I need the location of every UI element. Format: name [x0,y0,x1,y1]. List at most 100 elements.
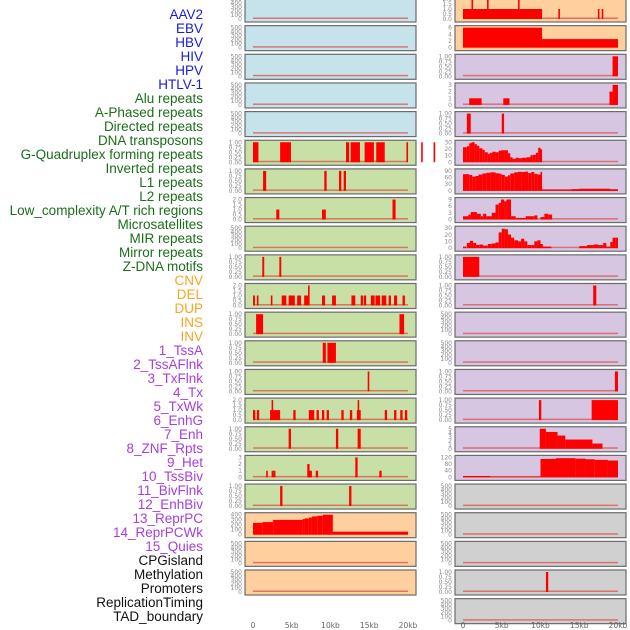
y-tick-label: 400 [231,573,243,580]
y-tick-label: 400 [231,29,243,36]
y-tick-label: 0.50 [229,350,243,357]
data-bar [515,217,526,220]
data-bar [504,150,508,163]
data-bar [498,150,501,163]
data-bar [558,9,560,19]
data-bar [521,157,527,163]
data-bar [486,172,491,191]
data-bar [482,173,487,191]
data-bar [615,237,618,249]
data-bar [540,149,543,163]
data-bar [463,9,543,19]
data-bar [537,240,541,249]
y-tick-label: 0 [448,618,452,625]
y-tick-label: 300 [441,319,453,326]
y-tick-label: 20 [444,232,452,239]
data-bar [500,199,505,220]
data-bar [512,158,516,163]
track-label: Microsatellites [117,217,203,232]
data-bar [544,213,549,220]
data-bar [537,174,541,191]
data-bar [476,245,480,249]
y-tick-label: 2 [448,89,452,96]
y-tick-label: 400 [441,544,453,551]
data-bar [514,240,519,249]
y-tick-label: 0.50 [229,321,243,328]
data-bar [343,170,346,191]
data-bar [538,147,541,163]
data-bar [469,98,482,105]
y-tick-label: 200 [231,8,243,15]
y-tick-label: 0.0 [232,217,242,224]
data-bar [384,410,388,421]
data-bar [479,148,483,163]
y-tick-label: 500 [231,0,243,3]
track-label: G-Quadruplex forming repeats [20,147,203,162]
y-tick-label: 0.75 [439,373,453,380]
y-tick-label: 0.0 [232,303,242,310]
data-bar [355,457,358,478]
y-tick-label: 500 [441,311,453,318]
y-tick-label: 3 [448,434,452,441]
data-bar [273,470,276,478]
track-label: 15_Quies [145,539,203,554]
y-tick-label: 300 [231,90,243,97]
data-bar [308,517,312,535]
data-bar [495,152,499,163]
data-bar [321,209,326,220]
data-bar [471,0,474,19]
y-tick-label: 0.50 [229,378,243,385]
y-tick-label: 3 [448,82,452,89]
y-tick-label: 300 [441,606,453,613]
y-tick-label: 0.50 [229,436,243,443]
y-tick-label: 500 [231,25,243,32]
y-tick-label: 0.5 [442,11,452,18]
data-bar [598,245,604,249]
data-bar [307,464,310,478]
y-tick-label: 200 [231,37,243,44]
y-tick-label: 0 [448,503,452,510]
x-tick-label: 20kb [609,621,628,630]
y-tick-label: 500 [441,483,453,490]
y-tick-label: 0.25 [439,126,453,133]
y-tick-label: 1.00 [439,397,453,404]
y-tick-label: 200 [231,581,243,588]
y-tick-label: 0.00 [229,388,243,395]
y-tick-label: 1.00 [439,368,453,375]
y-tick-label: 0.75 [229,173,243,180]
data-bar [350,142,360,163]
data-bar [280,142,291,163]
y-tick-label: 2.0 [442,0,452,3]
y-tick-label: 4 [448,31,452,38]
track-label: Directed repeats [103,119,203,134]
y-tick-label: 300 [231,61,243,68]
y-tick-label: 0.50 [439,121,453,128]
y-tick-label: 0 [238,245,242,252]
data-bar [515,157,519,163]
data-bar [540,217,545,220]
data-bar [521,171,525,191]
y-tick-label: 1.00 [439,53,453,60]
data-bar [470,212,477,220]
data-bar [463,216,469,220]
data-bar [612,237,616,249]
track-label: 10_TssBiv [141,469,203,484]
data-bar [557,435,566,449]
y-tick-label: 1.5 [232,402,242,409]
x-tick-label: 20kb [399,621,418,630]
data-bar [469,174,473,191]
data-bar [487,243,492,249]
data-bar [351,295,356,306]
y-tick-label: 1 [238,468,242,475]
data-bar [471,142,475,163]
data-bar [518,241,522,249]
data-bar [356,410,361,421]
panel-baseline [463,304,618,306]
data-bar [357,428,361,449]
y-tick-label: 1.00 [439,111,453,118]
data-bar [404,410,408,421]
track-label: L2 repeats [139,189,203,204]
y-tick-label: 300 [231,119,243,126]
y-tick-label: 0.00 [229,503,243,510]
y-tick-label: 400 [441,602,453,609]
